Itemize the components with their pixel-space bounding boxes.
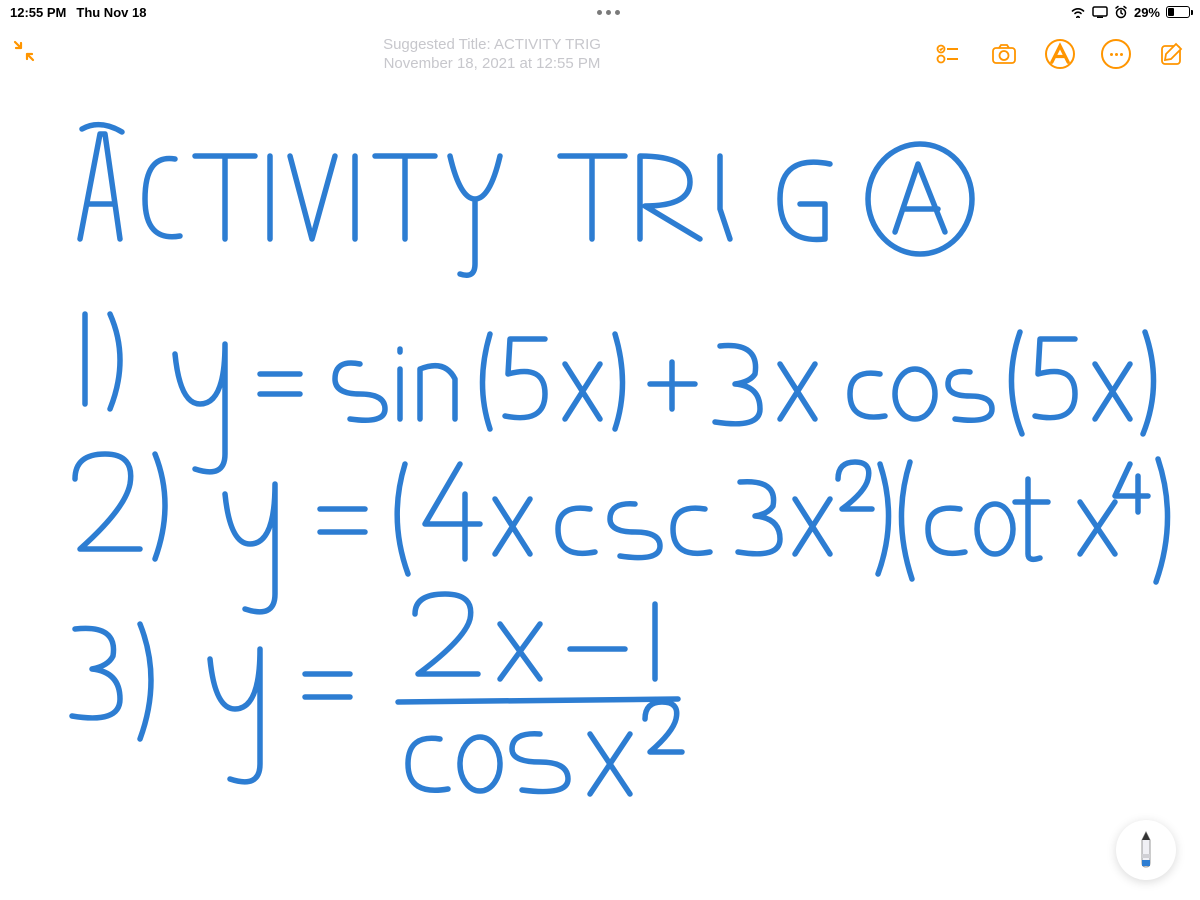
camera-icon[interactable] <box>988 38 1020 70</box>
screen-mirror-icon <box>1092 6 1108 18</box>
pen-tool-button[interactable] <box>1116 820 1176 880</box>
collapse-arrows-icon[interactable] <box>12 43 36 68</box>
compose-icon[interactable] <box>1156 38 1188 70</box>
battery-percent: 29% <box>1134 5 1160 20</box>
status-left: 12:55 PM Thu Nov 18 <box>10 5 146 20</box>
suggested-title: Suggested Title: ACTIVITY TRIG <box>62 36 922 53</box>
status-center[interactable] <box>146 10 1070 15</box>
status-time: 12:55 PM <box>10 5 66 20</box>
note-canvas[interactable] <box>0 84 1200 900</box>
handwriting-layer <box>0 84 1200 900</box>
status-date: Thu Nov 18 <box>76 5 146 20</box>
battery-icon <box>1166 6 1190 18</box>
markup-icon[interactable] <box>1044 38 1076 70</box>
notes-toolbar: Suggested Title: ACTIVITY TRIG November … <box>0 24 1200 84</box>
note-metadata: Suggested Title: ACTIVITY TRIG November … <box>62 36 922 72</box>
alarm-icon <box>1114 5 1128 19</box>
checklist-icon[interactable] <box>932 38 964 70</box>
status-right: 29% <box>1070 5 1190 20</box>
wifi-icon <box>1070 6 1086 18</box>
note-datetime: November 18, 2021 at 12:55 PM <box>62 55 922 72</box>
status-bar: 12:55 PM Thu Nov 18 29% <box>0 0 1200 24</box>
multitask-dots-icon[interactable] <box>597 10 620 15</box>
more-icon[interactable] <box>1100 38 1132 70</box>
